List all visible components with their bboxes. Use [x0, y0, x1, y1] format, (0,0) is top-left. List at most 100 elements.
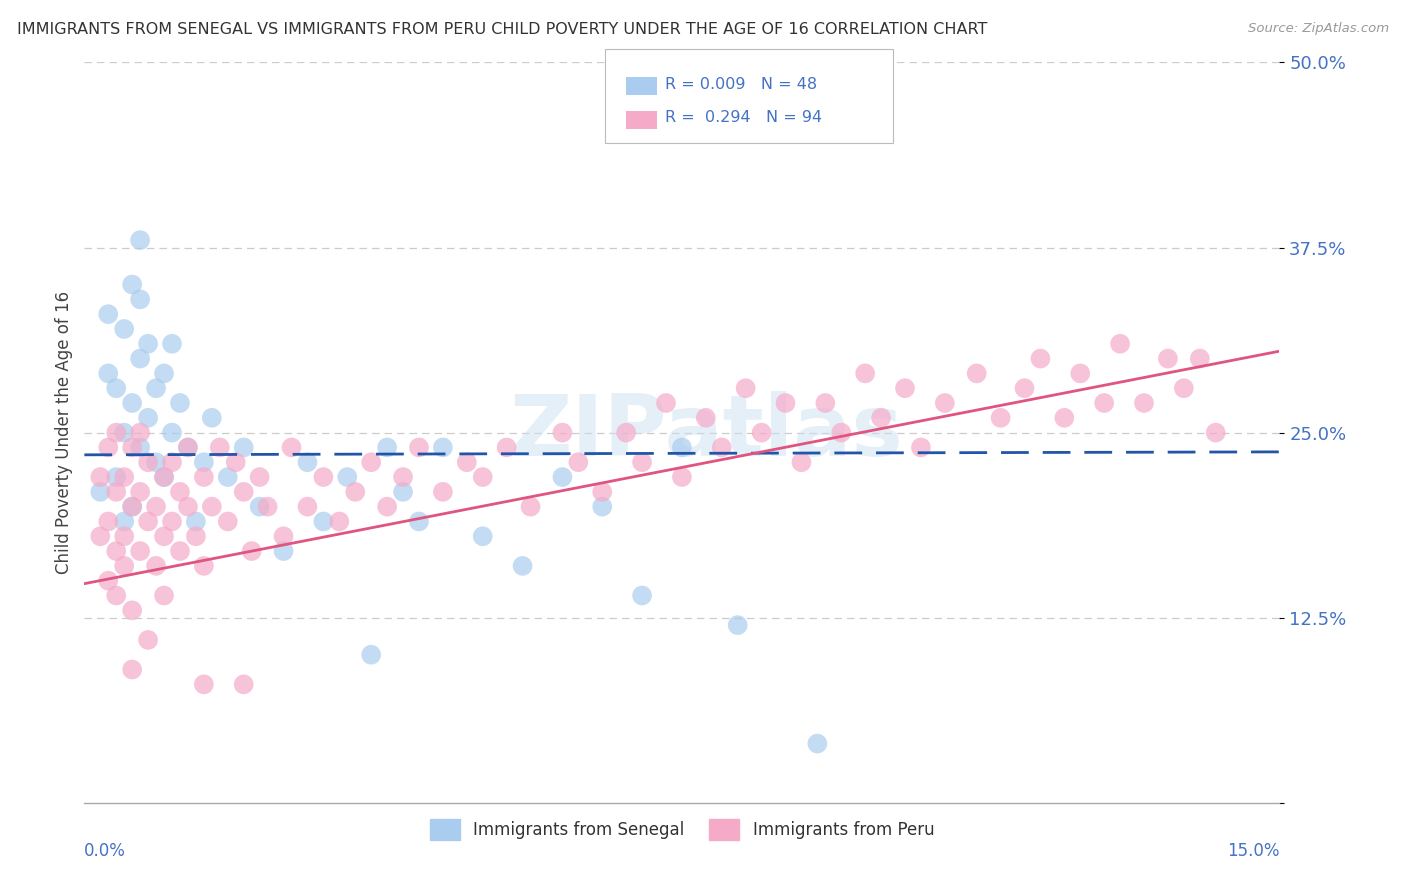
Point — [1205, 425, 1227, 440]
Point — [97, 515, 120, 529]
Point — [273, 544, 295, 558]
Point — [129, 233, 152, 247]
Text: R =  0.294   N = 94: R = 0.294 N = 94 — [665, 111, 823, 125]
Point — [129, 484, 152, 499]
Point — [934, 396, 956, 410]
Point — [853, 367, 876, 381]
Point — [105, 544, 128, 558]
Point — [671, 441, 693, 455]
Point — [121, 441, 143, 455]
Point — [112, 515, 135, 529]
Text: ZIPatlas: ZIPatlas — [509, 391, 903, 475]
Point — [614, 425, 637, 440]
Point — [232, 677, 254, 691]
Point — [375, 500, 398, 514]
Point — [193, 558, 215, 573]
Point — [112, 322, 135, 336]
Point — [153, 470, 176, 484]
Point — [966, 367, 988, 381]
Point — [734, 381, 756, 395]
Point — [671, 470, 693, 484]
Point — [375, 441, 398, 455]
Point — [830, 425, 852, 440]
Point — [225, 455, 247, 469]
Point — [153, 529, 176, 543]
Point — [97, 574, 120, 588]
Point — [121, 500, 143, 514]
Point — [710, 441, 733, 455]
Point — [280, 441, 302, 455]
Point — [145, 455, 167, 469]
Point — [136, 455, 159, 469]
Point — [894, 381, 917, 395]
Point — [806, 737, 828, 751]
Point — [105, 381, 128, 395]
Point — [360, 648, 382, 662]
Point — [112, 529, 135, 543]
Point — [160, 515, 183, 529]
Point — [512, 558, 534, 573]
Point — [153, 470, 176, 484]
Text: R = 0.009   N = 48: R = 0.009 N = 48 — [665, 78, 817, 92]
Point — [177, 441, 200, 455]
Y-axis label: Child Poverty Under the Age of 16: Child Poverty Under the Age of 16 — [55, 291, 73, 574]
Point — [169, 396, 191, 410]
Point — [249, 500, 271, 514]
Point — [1029, 351, 1052, 366]
Point — [432, 441, 454, 455]
Point — [184, 529, 207, 543]
Point — [567, 455, 589, 469]
Point — [751, 425, 773, 440]
Point — [136, 515, 159, 529]
Point — [631, 455, 654, 469]
Point — [136, 632, 159, 647]
Point — [408, 515, 430, 529]
Point — [177, 441, 200, 455]
Point — [169, 544, 191, 558]
Point — [297, 455, 319, 469]
Point — [129, 441, 152, 455]
Point — [990, 410, 1012, 425]
Point — [160, 455, 183, 469]
Text: Source: ZipAtlas.com: Source: ZipAtlas.com — [1249, 22, 1389, 36]
Point — [631, 589, 654, 603]
Point — [97, 441, 120, 455]
Point — [471, 470, 494, 484]
Point — [1188, 351, 1211, 366]
Point — [105, 484, 128, 499]
Point — [591, 484, 613, 499]
Point — [89, 484, 111, 499]
Point — [160, 425, 183, 440]
Legend: Immigrants from Senegal, Immigrants from Peru: Immigrants from Senegal, Immigrants from… — [423, 813, 941, 847]
Point — [121, 500, 143, 514]
Point — [112, 470, 135, 484]
Point — [97, 307, 120, 321]
Point — [256, 500, 278, 514]
Point — [177, 500, 200, 514]
Point — [471, 529, 494, 543]
Point — [136, 336, 159, 351]
Point — [153, 589, 176, 603]
Point — [1069, 367, 1091, 381]
Point — [112, 558, 135, 573]
Point — [201, 500, 224, 514]
Point — [97, 367, 120, 381]
Point — [121, 603, 143, 617]
Point — [408, 441, 430, 455]
Point — [217, 515, 239, 529]
Point — [249, 470, 271, 484]
Point — [392, 470, 415, 484]
Point — [727, 618, 749, 632]
Point — [551, 470, 574, 484]
Text: IMMIGRANTS FROM SENEGAL VS IMMIGRANTS FROM PERU CHILD POVERTY UNDER THE AGE OF 1: IMMIGRANTS FROM SENEGAL VS IMMIGRANTS FR… — [17, 22, 987, 37]
Point — [121, 663, 143, 677]
Point — [814, 396, 837, 410]
Point — [273, 529, 295, 543]
Point — [121, 396, 143, 410]
Point — [312, 515, 335, 529]
Point — [184, 515, 207, 529]
Point — [551, 425, 574, 440]
Point — [105, 470, 128, 484]
Point — [1014, 381, 1036, 395]
Point — [129, 293, 152, 307]
